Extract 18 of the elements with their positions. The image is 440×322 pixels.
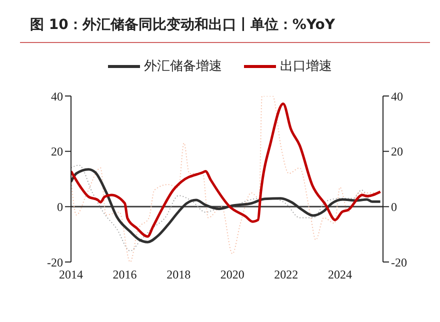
y-tick-label: -20 [47,255,63,270]
x-tick-label: 2022 [274,268,298,282]
y2-tick-label: 40 [391,89,403,104]
x-tick-label: 2020 [220,268,244,282]
y2-tick-label: -20 [391,255,407,270]
y-tick-label: 20 [51,144,63,159]
y-tick-label: 0 [57,200,63,214]
legend-label: 出口增速 [280,58,332,75]
x-tick-label: 2014 [59,268,83,282]
x-tick-label: 2024 [328,268,352,282]
y-tick-label: 40 [51,89,63,104]
line-series [71,102,382,238]
y2-tick-label: 0 [391,200,397,214]
x-tick-label: 2016 [112,268,137,282]
legend-label: 外汇储备增速 [144,58,222,75]
x-tick-label: 2018 [166,268,191,282]
y2-tick-label: 20 [391,144,403,159]
chart-title: 图 10：外汇储备同比变动和出口丨单位：%YoY [29,16,336,35]
